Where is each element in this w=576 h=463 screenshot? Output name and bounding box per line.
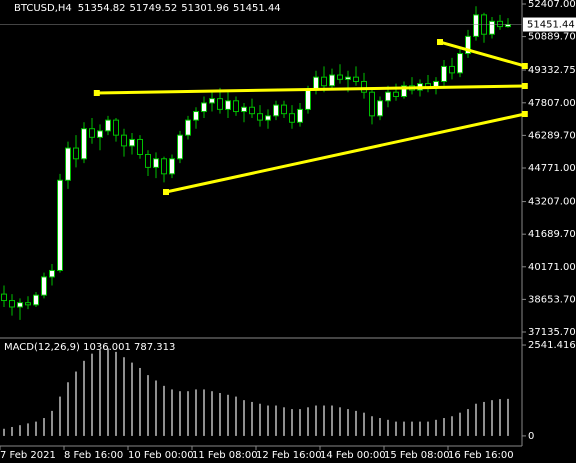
trend-anchor (437, 39, 443, 46)
trend-anchor (521, 111, 528, 118)
x-tick-label: 8 Feb 16:00 (64, 450, 123, 461)
candle-body (201, 102, 207, 113)
candle-body (489, 20, 495, 35)
candle-body (353, 76, 359, 82)
candle-body (265, 115, 271, 121)
y-tick-label: 44771.00 (528, 163, 576, 174)
candle-body (25, 302, 31, 306)
x-tick-label: 16 Feb 16:00 (448, 450, 514, 461)
candle-body (153, 158, 159, 168)
candle-body (185, 119, 191, 136)
candle-body (161, 158, 167, 175)
x-tick-label: 10 Feb 00:00 (128, 450, 194, 461)
candle-body (377, 100, 383, 117)
y-tick-label: 0 (528, 431, 534, 442)
candle-body (81, 128, 87, 160)
candle-body (393, 91, 399, 98)
candle-body (345, 76, 351, 80)
candle-body (41, 276, 47, 296)
y-tick-label: 41689.70 (528, 229, 576, 240)
candle-body (305, 89, 311, 110)
candle-body (57, 179, 63, 271)
candle-body (473, 14, 479, 37)
ohlc-value: 51354.82 (78, 3, 126, 14)
candle-body (337, 74, 343, 80)
candle-body (441, 65, 447, 82)
ohlc-value: 51749.52 (130, 3, 178, 14)
candle-body (121, 134, 127, 147)
candle-body (465, 35, 471, 55)
candle-body (361, 80, 367, 93)
candle-body (209, 98, 215, 104)
candle-body (113, 119, 119, 136)
macd-title: MACD(12,26,9) 1036.001 787.313 (4, 342, 175, 353)
candle-body (281, 104, 287, 115)
candle-body (49, 269, 55, 278)
candle-body (329, 74, 335, 87)
price-label: 51451.44 (527, 20, 575, 31)
candle-body (137, 138, 143, 155)
candle-body (217, 98, 223, 110)
candle-body (89, 128, 95, 138)
trend-anchor (93, 89, 100, 96)
x-tick-label: 14 Feb 00:00 (320, 450, 386, 461)
y-tick-label: 47807.00 (528, 98, 576, 109)
candle-body (297, 108, 303, 123)
candle-body (9, 300, 15, 308)
trend-line (96, 84, 525, 95)
candle-body (249, 106, 255, 115)
trend-anchor (163, 189, 169, 196)
candle-body (257, 113, 263, 121)
candle-body (505, 24, 511, 28)
candle-body (129, 138, 135, 147)
y-tick-label: 46289.70 (528, 130, 576, 141)
trend-anchor (521, 82, 528, 89)
x-tick-label: 7 Feb 2021 (0, 450, 56, 461)
trend-line (165, 112, 526, 194)
candle-body (177, 134, 183, 160)
candle-body (97, 130, 103, 138)
chart-title: BTCUSD,H4 (14, 3, 72, 14)
x-tick-label: 11 Feb 08:00 (192, 450, 258, 461)
y-tick-label: 43207.00 (528, 197, 576, 208)
y-tick-label: 37135.70 (528, 327, 576, 338)
candle-body (289, 113, 295, 123)
candle-body (105, 119, 111, 132)
candle-body (17, 302, 23, 308)
candle-body (233, 100, 239, 113)
candle-body (169, 158, 175, 175)
candle-body (401, 85, 407, 98)
candle-body (321, 76, 327, 87)
trend-anchor (521, 63, 528, 70)
candle-body (449, 65, 455, 74)
candle-body (241, 106, 247, 113)
ohlc-value: 51451.44 (233, 3, 281, 14)
candle-body (225, 100, 231, 110)
candle-body (73, 147, 79, 160)
price-box (523, 17, 576, 32)
candle-body (273, 104, 279, 117)
y-tick-label: 2541.416 (528, 340, 576, 351)
y-tick-label: 38653.70 (528, 294, 576, 305)
candle-body (193, 111, 199, 121)
y-tick-label: 49332.75 (528, 65, 576, 76)
y-tick-label: 52407.00 (528, 0, 576, 10)
candle-body (385, 91, 391, 102)
trend-line (439, 40, 526, 68)
ohlc-value: 51301.96 (181, 3, 229, 14)
candle-body (145, 153, 151, 168)
x-tick-label: 12 Feb 16:00 (256, 450, 322, 461)
candle-body (65, 147, 71, 181)
y-tick-label: 40171.00 (528, 262, 576, 273)
x-tick-label: 15 Feb 08:00 (384, 450, 450, 461)
candle-body (33, 294, 39, 306)
candle-body (369, 91, 375, 117)
candle-body (457, 53, 463, 74)
candle-body (1, 293, 7, 302)
candle-body (497, 20, 503, 28)
y-tick-label: 50889.70 (528, 32, 576, 43)
